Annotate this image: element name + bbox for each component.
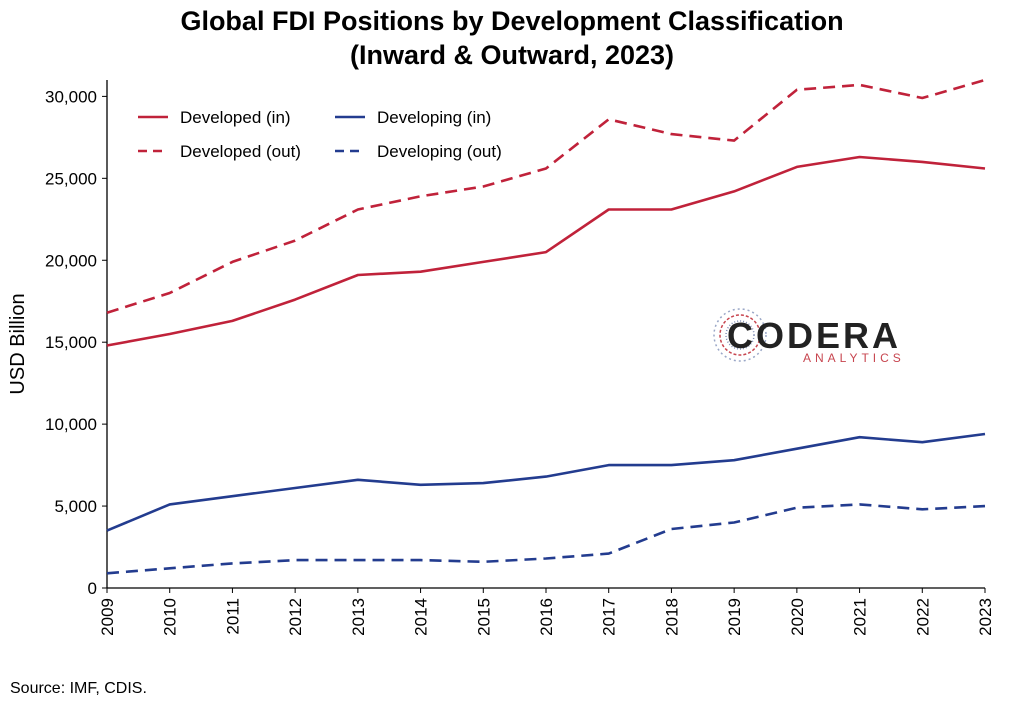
x-tick-label: 2023 bbox=[976, 598, 995, 636]
logo-sub-text: ANALYTICS bbox=[803, 351, 905, 365]
legend-label-developing-out: Developing (out) bbox=[377, 142, 502, 161]
x-tick-label: 2014 bbox=[412, 598, 431, 636]
x-tick-label: 2011 bbox=[223, 598, 242, 635]
legend-label-developed-out: Developed (out) bbox=[180, 142, 301, 161]
x-tick-label: 2013 bbox=[349, 598, 368, 636]
logo-main-text: CODERA bbox=[727, 315, 901, 356]
x-tick-label: 2018 bbox=[662, 598, 681, 636]
x-tick-label: 2010 bbox=[161, 598, 180, 636]
legend-label-developed-in: Developed (in) bbox=[180, 108, 291, 127]
y-axis-title: USD Billion bbox=[7, 293, 29, 394]
axes: USD Billion bbox=[7, 80, 985, 589]
x-tick-label: 2015 bbox=[474, 598, 493, 636]
legend-label-developing-in: Developing (in) bbox=[377, 108, 491, 127]
logo-mark-icon bbox=[713, 308, 767, 362]
y-tick-label: 20,000 bbox=[45, 251, 97, 270]
source-note: Source: IMF, CDIS. bbox=[10, 680, 147, 697]
x-axis-ticks: 2009 2010 2011 2012 2013 2014 2015 2016 2017 2018… bbox=[98, 588, 995, 636]
x-tick-label: 2012 bbox=[286, 598, 305, 636]
chart-title-line-1: Global FDI Positions by Development Clas… bbox=[180, 6, 843, 36]
series-line-developed-out bbox=[106, 78, 986, 314]
y-tick-label: 0 bbox=[88, 579, 97, 598]
y-tick-label: 5,000 bbox=[54, 497, 97, 516]
series-lines bbox=[106, 78, 986, 575]
x-tick-label: 2017 bbox=[600, 598, 619, 636]
x-tick-label: 2009 bbox=[98, 598, 117, 636]
chart-title-line-2: (Inward & Outward, 2023) bbox=[350, 40, 674, 70]
series-line-developing-out bbox=[106, 503, 986, 575]
series-line-developing-in bbox=[106, 432, 986, 532]
y-tick-label: 15,000 bbox=[45, 333, 97, 352]
y-tick-label: 25,000 bbox=[45, 169, 97, 188]
x-tick-label: 2022 bbox=[913, 598, 932, 636]
x-tick-label: 2021 bbox=[851, 598, 870, 636]
y-axis-ticks: 0 5,000 10,000 15,000 20,000 25,000 30,000 bbox=[45, 87, 107, 598]
x-tick-label: 2016 bbox=[537, 598, 556, 636]
x-tick-label: 2020 bbox=[788, 598, 807, 636]
x-tick-label: 2019 bbox=[725, 598, 744, 636]
chart-title: Global FDI Positions by Development Clas… bbox=[180, 6, 843, 70]
legend: Developed (in) Developed (out) Developing … bbox=[138, 108, 502, 161]
y-tick-label: 10,000 bbox=[45, 415, 97, 434]
series-line-developed-in bbox=[106, 155, 986, 347]
codera-logo: CODERA ANALYTICS bbox=[713, 308, 905, 365]
y-tick-label: 30,000 bbox=[45, 87, 97, 106]
